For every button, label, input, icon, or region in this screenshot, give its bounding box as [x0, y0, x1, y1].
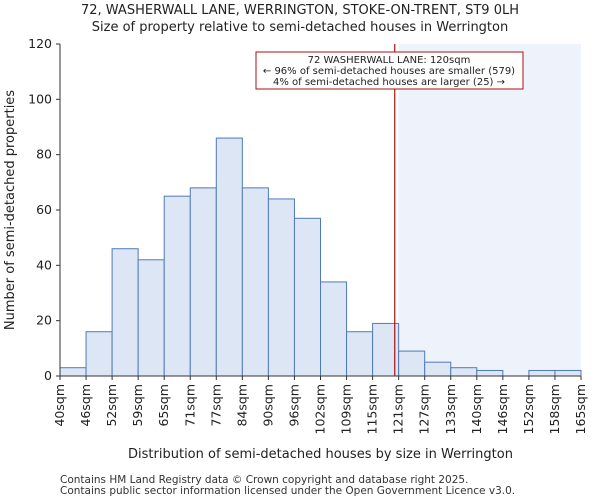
bar-140sqm [476, 369, 504, 377]
bar-152sqm [528, 369, 556, 377]
bar-46sqm [85, 331, 113, 377]
bar-127sqm [424, 361, 452, 377]
x-tick-label-52sqm: 52sqm [104, 384, 119, 427]
footer-licence: Contains public sector information licen… [60, 485, 516, 497]
x-tick-label-84sqm: 84sqm [234, 384, 249, 427]
x-tick-label-77sqm: 77sqm [208, 384, 223, 427]
x-axis-label: Distribution of semi-detached houses by … [128, 447, 513, 462]
bar-59sqm [137, 259, 165, 377]
x-tick-label-59sqm: 59sqm [130, 384, 145, 427]
x-tick-label-133sqm: 133sqm [443, 384, 458, 434]
annotation-box [255, 51, 524, 90]
y-tick-label-80: 80 [36, 147, 52, 162]
y-tick-label-0: 0 [44, 368, 52, 383]
bar-133sqm [450, 367, 478, 377]
bar-71sqm [189, 187, 217, 377]
annotation-line-2: ← 96% of semi-detached houses are smalle… [263, 66, 515, 77]
bar-102sqm [320, 281, 348, 377]
bar-158sqm [554, 369, 582, 377]
bar-121sqm [398, 350, 426, 377]
x-tick-label-65sqm: 65sqm [156, 384, 171, 427]
annotation-line-3: 4% of semi-detached houses are larger (2… [273, 77, 505, 88]
x-tick-label-46sqm: 46sqm [78, 384, 93, 427]
chart-subtitle: Size of property relative to semi-detach… [91, 20, 509, 35]
footer-copyright: Contains HM Land Registry data © Crown c… [60, 474, 469, 486]
y-tick-label-60: 60 [36, 202, 52, 217]
x-tick-label-121sqm: 121sqm [391, 384, 406, 434]
bar-40sqm [59, 367, 87, 377]
bar-65sqm [163, 195, 191, 377]
x-tick-label-140sqm: 140sqm [469, 384, 484, 434]
y-tick-label-20: 20 [36, 313, 52, 328]
x-tick-label-109sqm: 109sqm [339, 384, 354, 434]
y-tick-label-120: 120 [28, 36, 52, 51]
x-tick-label-115sqm: 115sqm [365, 384, 380, 434]
annotation-line-1: 72 WASHERWALL LANE: 120sqm [308, 55, 471, 66]
bar-109sqm [346, 331, 374, 377]
x-tick-label-40sqm: 40sqm [52, 384, 67, 427]
bar-96sqm [293, 217, 322, 377]
x-tick-label-90sqm: 90sqm [260, 384, 275, 427]
x-tick-label-102sqm: 102sqm [313, 384, 328, 434]
y-axis-label: Number of semi-detached properties [3, 90, 18, 330]
x-tick-label-158sqm: 158sqm [547, 384, 562, 434]
x-tick-label-146sqm: 146sqm [495, 384, 510, 434]
histogram-chart: 0 20 40 60 80 100 120 40sqm 46sqm 52sqm 59sqm 65sqm… [3, 36, 588, 462]
bar-52sqm [111, 248, 139, 377]
x-tick-label-152sqm: 152sqm [521, 384, 536, 434]
chart-title: 72, WASHERWALL LANE, WERRINGTON, STOKE-O… [80, 3, 520, 18]
x-tick-label-71sqm: 71sqm [182, 384, 197, 427]
y-tick-label-100: 100 [28, 91, 52, 106]
highlight-region [398, 44, 581, 376]
x-tick-label-165sqm: 165sqm [573, 384, 588, 434]
y-tick-label-40: 40 [36, 257, 52, 272]
bar-90sqm [267, 198, 295, 377]
x-tick-label-96sqm: 96sqm [286, 384, 301, 427]
bar-77sqm [215, 137, 243, 377]
x-tick-label-127sqm: 127sqm [417, 384, 432, 434]
bar-84sqm [241, 187, 269, 377]
